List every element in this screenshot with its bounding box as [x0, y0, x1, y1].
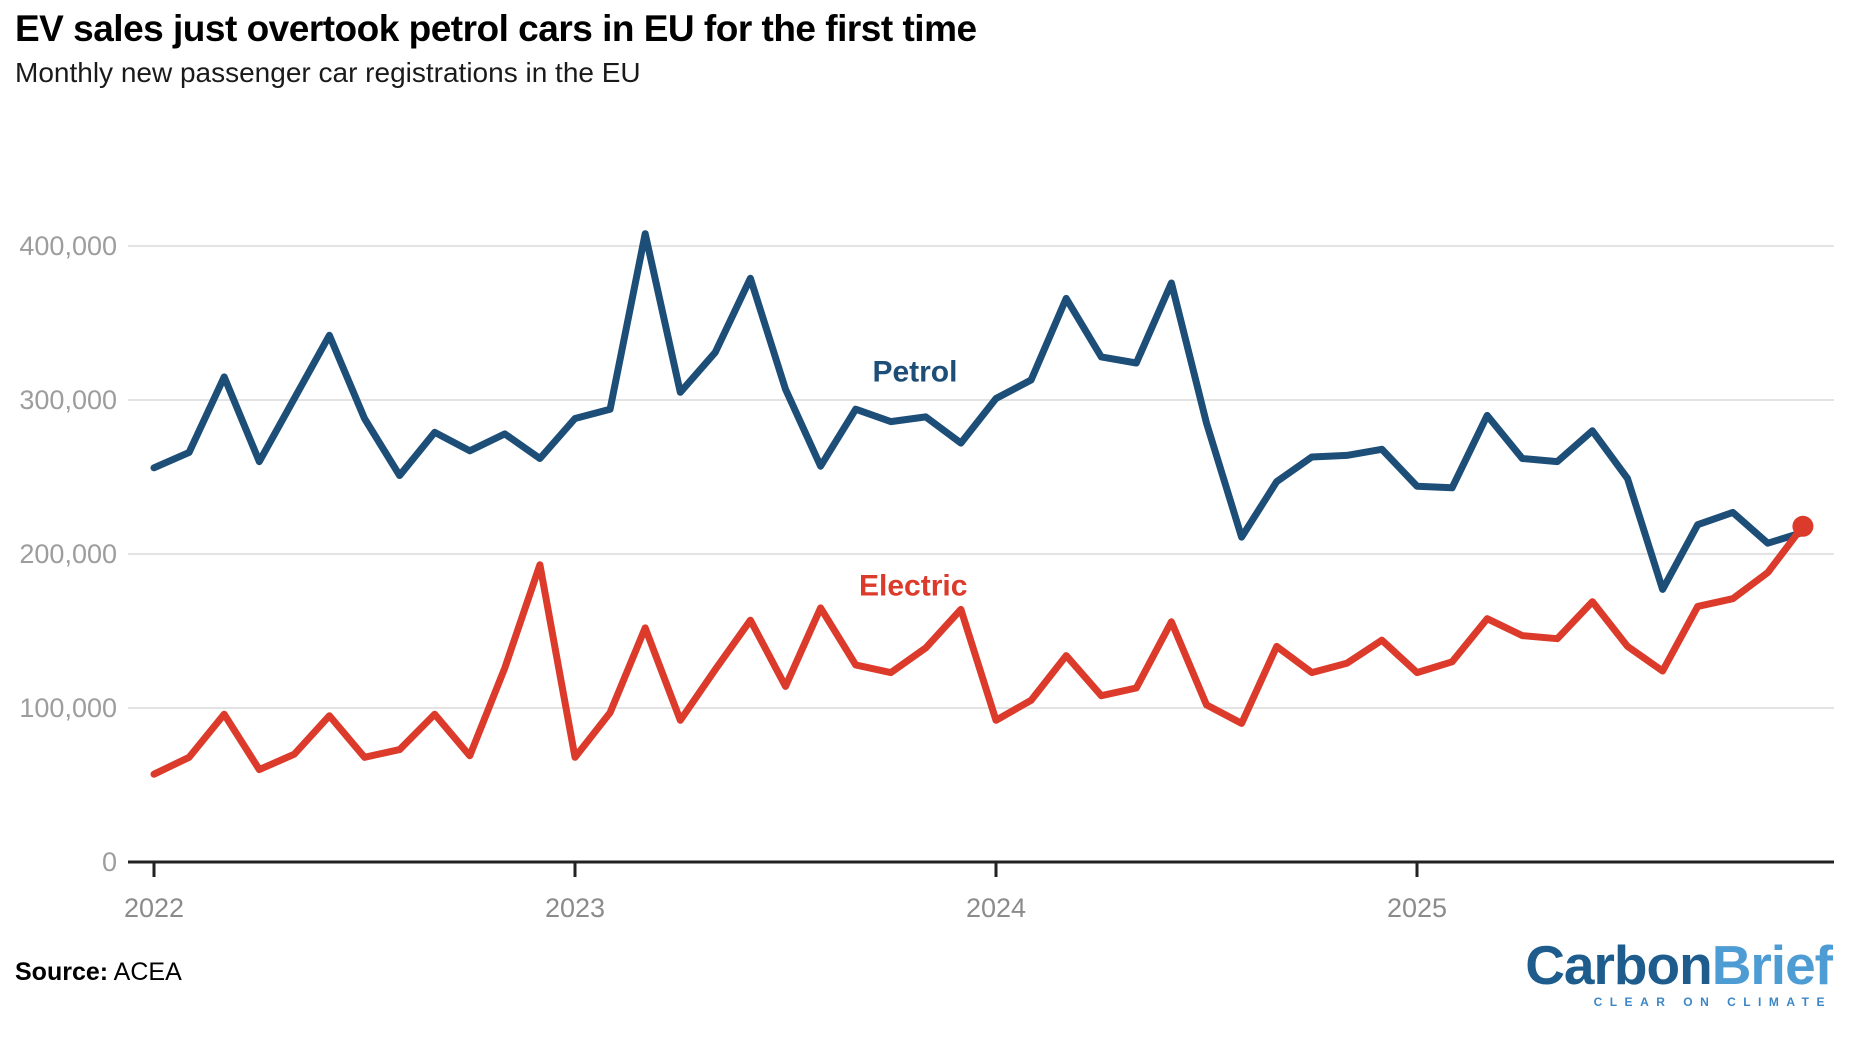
source-note: Source: ACEA: [15, 958, 182, 987]
logo-tagline: CLEAR ON CLIMATE: [1593, 995, 1832, 1009]
source-label: Source:: [15, 958, 109, 986]
logo-wordmark: CarbonBrief: [1525, 938, 1833, 993]
latest-point-marker: [1792, 515, 1814, 537]
source-value: ACEA: [113, 958, 182, 986]
y-axis-label: 100,000: [19, 693, 117, 723]
series-line-petrol: [150, 230, 1807, 593]
y-axis-label: 400,000: [19, 231, 117, 261]
series-line-electric: [150, 522, 1807, 778]
series-label-petrol: Petrol: [872, 356, 957, 389]
y-axis-label: 0: [102, 847, 117, 877]
chart-header: EV sales just overtook petrol cars in EU…: [15, 8, 977, 89]
x-axis-label: 2022: [124, 893, 184, 923]
logo-brief: Brief: [1711, 934, 1833, 996]
y-axis-label: 200,000: [19, 539, 117, 569]
y-axis-label: 300,000: [19, 385, 117, 415]
page-title: EV sales just overtook petrol cars in EU…: [15, 8, 977, 49]
x-axis-label: 2025: [1387, 893, 1447, 923]
logo-carbon: Carbon: [1525, 934, 1712, 996]
series-label-electric: Electric: [859, 570, 967, 603]
page-subtitle: Monthly new passenger car registrations …: [15, 56, 641, 88]
x-axis-label: 2024: [966, 893, 1026, 923]
carbonbrief-logo: CarbonBrief CLEAR ON CLIMATE: [1525, 938, 1833, 1010]
x-axis-label: 2023: [545, 893, 605, 923]
